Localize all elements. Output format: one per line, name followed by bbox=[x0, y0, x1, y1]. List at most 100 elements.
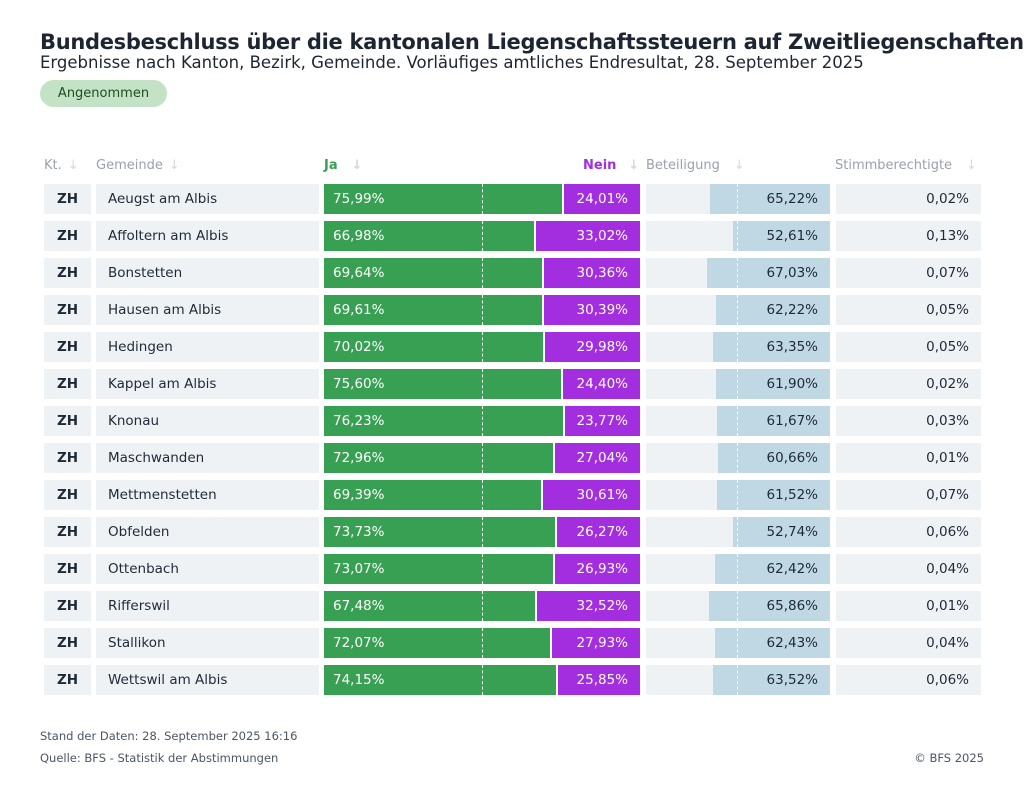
table-row[interactable]: ZH Wettswil am Albis 74,15% 25,85% 63,52… bbox=[0, 665, 1024, 695]
copyright: © BFS 2025 bbox=[914, 751, 984, 765]
header-stimmberechtigte[interactable]: Stimmberechtigte ↓ bbox=[835, 158, 977, 173]
stimmberechtigte-value: 0,02% bbox=[836, 369, 981, 399]
stimmberechtigte-value: 0,07% bbox=[836, 258, 981, 288]
ja-value: 67,48% bbox=[333, 598, 385, 614]
table-row[interactable]: ZH Obfelden 73,73% 26,27% 52,74% 0,06% bbox=[0, 517, 1024, 547]
nein-value: 24,40% bbox=[576, 376, 628, 392]
nein-value: 24,01% bbox=[576, 191, 628, 207]
beteiligung-bar bbox=[715, 628, 830, 658]
table-row[interactable]: ZH Bonstetten 69,64% 30,36% 67,03% 0,07% bbox=[0, 258, 1024, 288]
ja-value: 72,96% bbox=[333, 450, 385, 466]
gemeinde-name: Stallikon bbox=[96, 628, 319, 658]
table-row[interactable]: ZH Stallikon 72,07% 27,93% 62,43% 0,04% bbox=[0, 628, 1024, 658]
beteiligung-value: 52,74% bbox=[766, 524, 818, 540]
beteiligung-bar bbox=[713, 665, 830, 695]
nein-value: 26,27% bbox=[576, 524, 628, 540]
gemeinde-name: Bonstetten bbox=[96, 258, 319, 288]
table-row[interactable]: ZH Mettmenstetten 69,39% 30,61% 61,52% 0… bbox=[0, 480, 1024, 510]
beteiligung-value: 62,22% bbox=[766, 302, 818, 318]
canton: ZH bbox=[44, 591, 91, 621]
half-line bbox=[737, 332, 738, 362]
half-line bbox=[737, 258, 738, 288]
gemeinde-name: Aeugst am Albis bbox=[96, 184, 319, 214]
canton: ZH bbox=[44, 665, 91, 695]
table-row[interactable]: ZH Hausen am Albis 69,61% 30,39% 62,22% … bbox=[0, 295, 1024, 325]
sort-arrow-icon: ↓ bbox=[966, 158, 977, 173]
beteiligung-value: 61,90% bbox=[766, 376, 818, 392]
sort-arrow-icon: ↓ bbox=[628, 158, 640, 173]
beteiligung-value: 62,42% bbox=[766, 561, 818, 577]
half-line bbox=[737, 443, 738, 473]
beteiligung-cell: 60,66% bbox=[646, 443, 830, 473]
ja-bar: 69,39% bbox=[324, 480, 544, 510]
beteiligung-bar bbox=[733, 221, 830, 251]
beteiligung-cell: 65,22% bbox=[646, 184, 830, 214]
table-row[interactable]: ZH Rifferswil 67,48% 32,52% 65,86% 0,01% bbox=[0, 591, 1024, 621]
nein-value: 23,77% bbox=[576, 413, 628, 429]
majority-line bbox=[482, 258, 483, 288]
stimmberechtigte-value: 0,07% bbox=[836, 480, 981, 510]
nein-value: 30,61% bbox=[576, 487, 628, 503]
ja-value: 69,61% bbox=[333, 302, 385, 318]
beteiligung-cell: 61,52% bbox=[646, 480, 830, 510]
nein-value: 29,98% bbox=[576, 339, 628, 355]
table-row[interactable]: ZH Knonau 76,23% 23,77% 61,67% 0,03% bbox=[0, 406, 1024, 436]
majority-line bbox=[482, 628, 483, 658]
header-nein[interactable]: Nein ↓ bbox=[583, 158, 639, 173]
gemeinde-name: Obfelden bbox=[96, 517, 319, 547]
beteiligung-value: 60,66% bbox=[766, 450, 818, 466]
beteiligung-cell: 65,86% bbox=[646, 591, 830, 621]
canton: ZH bbox=[44, 184, 91, 214]
table-row[interactable]: ZH Ottenbach 73,07% 26,93% 62,42% 0,04% bbox=[0, 554, 1024, 584]
majority-line bbox=[482, 221, 483, 251]
table-row[interactable]: ZH Maschwanden 72,96% 27,04% 60,66% 0,01… bbox=[0, 443, 1024, 473]
header-gemeinde[interactable]: Gemeinde ↓ bbox=[96, 158, 180, 173]
nein-bar: 75,60% 24,40% bbox=[324, 369, 640, 399]
majority-line bbox=[482, 554, 483, 584]
ja-bar: 69,61% bbox=[324, 295, 544, 325]
table-row[interactable]: ZH Affoltern am Albis 66,98% 33,02% 52,6… bbox=[0, 221, 1024, 251]
beteiligung-value: 61,52% bbox=[766, 487, 818, 503]
half-line bbox=[737, 554, 738, 584]
nein-bar: 76,23% 23,77% bbox=[324, 406, 640, 436]
source: Quelle: BFS - Statistik der Abstimmungen bbox=[40, 751, 279, 765]
canton: ZH bbox=[44, 628, 91, 658]
stimmberechtigte-value: 0,01% bbox=[836, 443, 981, 473]
nein-value: 26,93% bbox=[576, 561, 628, 577]
ja-bar: 76,23% bbox=[324, 406, 565, 436]
page-title: Bundesbeschluss über die kantonalen Lieg… bbox=[40, 30, 1024, 54]
header-kt[interactable]: Kt. ↓ bbox=[44, 158, 79, 173]
ja-bar: 72,07% bbox=[324, 628, 552, 658]
table-row[interactable]: ZH Aeugst am Albis 75,99% 24,01% 65,22% … bbox=[0, 184, 1024, 214]
ja-value: 69,39% bbox=[333, 487, 385, 503]
majority-line bbox=[482, 295, 483, 325]
header-ja[interactable]: Ja ↓ bbox=[324, 158, 363, 173]
nein-value: 32,52% bbox=[576, 598, 628, 614]
beteiligung-value: 63,52% bbox=[766, 672, 818, 688]
ja-value: 69,64% bbox=[333, 265, 385, 281]
stimmberechtigte-value: 0,02% bbox=[836, 184, 981, 214]
beteiligung-value: 65,22% bbox=[766, 191, 818, 207]
canton: ZH bbox=[44, 517, 91, 547]
data-timestamp: Stand der Daten: 28. September 2025 16:1… bbox=[40, 729, 298, 743]
table-row[interactable]: ZH Kappel am Albis 75,60% 24,40% 61,90% … bbox=[0, 369, 1024, 399]
nein-bar: 69,64% 30,36% bbox=[324, 258, 640, 288]
gemeinde-name: Kappel am Albis bbox=[96, 369, 319, 399]
beteiligung-cell: 52,61% bbox=[646, 221, 830, 251]
stimmberechtigte-value: 0,06% bbox=[836, 517, 981, 547]
canton: ZH bbox=[44, 295, 91, 325]
nein-bar: 74,15% 25,85% bbox=[324, 665, 640, 695]
nein-bar: 70,02% 29,98% bbox=[324, 332, 640, 362]
majority-line bbox=[482, 517, 483, 547]
beteiligung-cell: 67,03% bbox=[646, 258, 830, 288]
beteiligung-cell: 62,42% bbox=[646, 554, 830, 584]
header-beteiligung[interactable]: Beteiligung ↓ bbox=[646, 158, 745, 173]
table-row[interactable]: ZH Hedingen 70,02% 29,98% 63,35% 0,05% bbox=[0, 332, 1024, 362]
majority-line bbox=[482, 443, 483, 473]
ja-value: 73,73% bbox=[333, 524, 385, 540]
gemeinde-name: Wettswil am Albis bbox=[96, 665, 319, 695]
beteiligung-value: 65,86% bbox=[766, 598, 818, 614]
majority-line bbox=[482, 665, 483, 695]
canton: ZH bbox=[44, 480, 91, 510]
nein-bar: 67,48% 32,52% bbox=[324, 591, 640, 621]
